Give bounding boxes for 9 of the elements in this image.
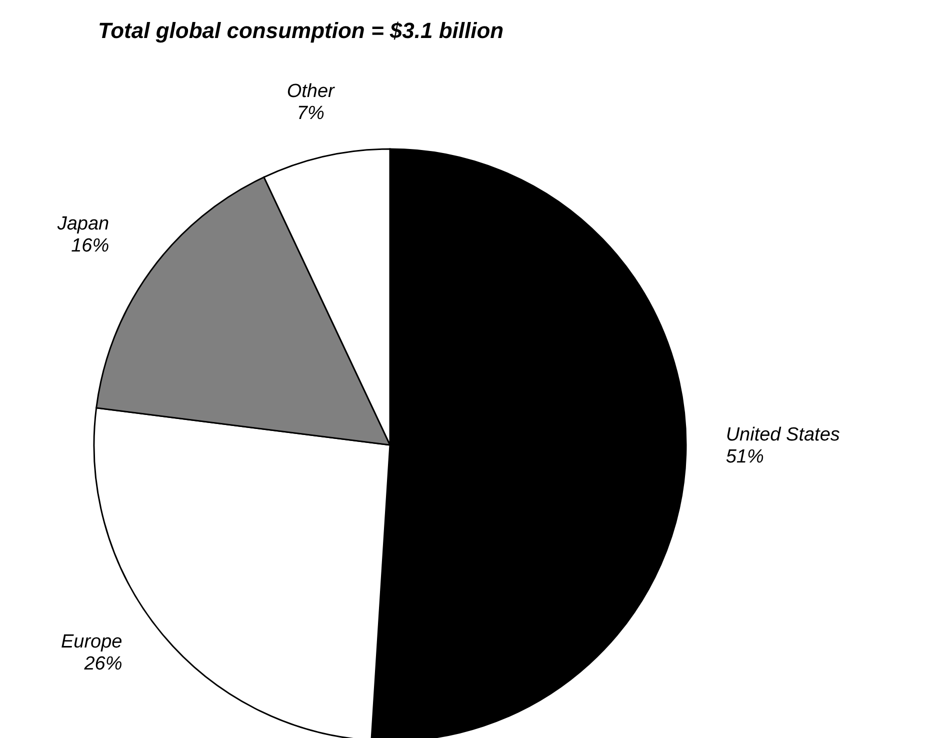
slice-label: United States	[726, 424, 840, 446]
slice-label: Japan	[56, 214, 110, 235]
data-label: 16%	[71, 236, 110, 257]
slice-label: Other	[286, 81, 336, 102]
slice-label: Europe	[60, 631, 122, 652]
data-label: 26%	[83, 653, 122, 674]
chart-title: Total global consumption = $3.1 billion	[98, 18, 504, 44]
data-label: 7%	[296, 103, 324, 124]
data-label: 51%	[726, 446, 764, 468]
